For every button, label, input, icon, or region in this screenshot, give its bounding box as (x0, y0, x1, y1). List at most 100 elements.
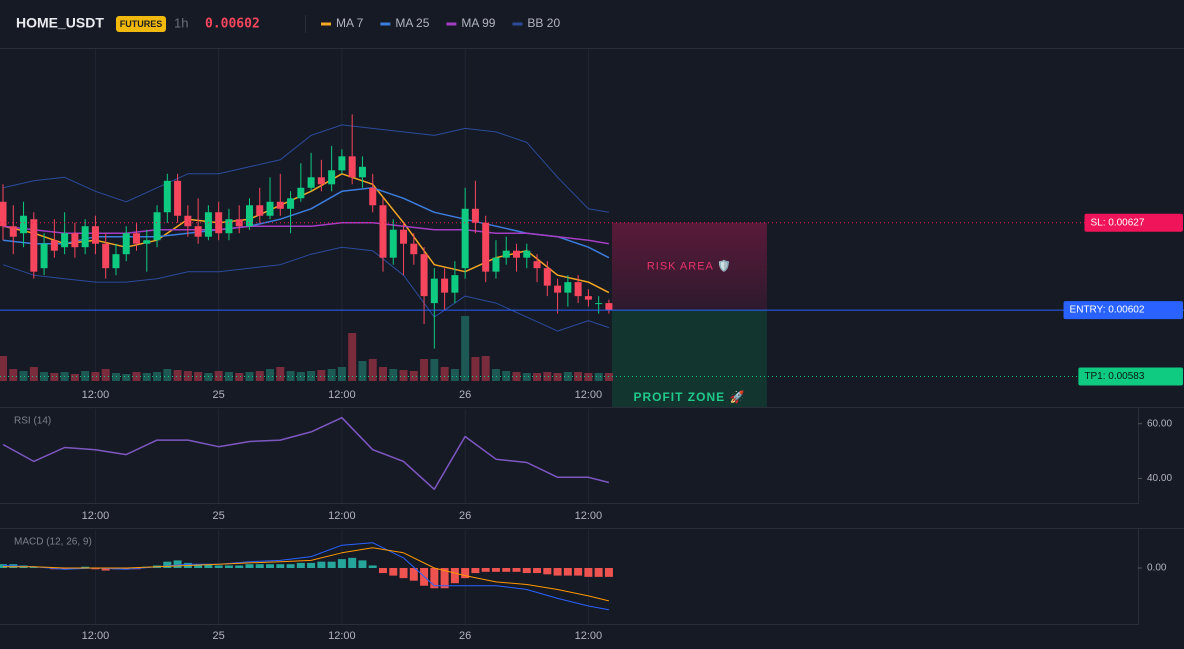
candle-body (441, 278, 449, 293)
candle-body (461, 208, 469, 269)
y-tick-label: 0.00 (1147, 563, 1167, 574)
x-tick-label: 25 (213, 630, 225, 642)
volume-bar (574, 372, 583, 381)
candle-body (0, 201, 7, 227)
x-tick-label: 12:00 (328, 510, 356, 522)
volume-bar (481, 356, 490, 381)
candle-body (102, 243, 110, 269)
macd-histogram-bar (389, 568, 398, 576)
volume-bar (194, 372, 203, 381)
macd-histogram-bar (29, 566, 38, 568)
candle-body (50, 240, 58, 251)
candle-body (348, 156, 356, 178)
candle-body (143, 240, 151, 244)
volume-bar (111, 373, 120, 381)
bb-lower (2, 246, 610, 332)
badge-bg (116, 16, 166, 32)
order-label: TP1: 0.00583 (1084, 371, 1144, 382)
x-tick-label: 26 (459, 630, 471, 642)
macd-histogram-bar (430, 568, 439, 589)
macd-histogram-bar (255, 564, 264, 568)
volume-bar (440, 367, 449, 381)
legend-label: BB 20 (527, 16, 560, 30)
macd-histogram-bar (491, 568, 500, 572)
candle-body (502, 250, 510, 258)
volume-bar (101, 369, 110, 381)
y-tick-label: 40.00 (1147, 473, 1172, 484)
legend-label: MA 25 (395, 16, 429, 30)
macd-histogram-bar (368, 565, 377, 568)
volume-bar (522, 373, 531, 381)
candle-body (91, 226, 99, 244)
volume-bar (317, 370, 326, 381)
candle-body (523, 250, 531, 258)
candle-body (584, 296, 592, 300)
macd-histogram-bar (91, 568, 100, 570)
volume-bar (173, 370, 182, 381)
x-tick-label: 12:00 (328, 630, 356, 642)
candle-body (471, 208, 479, 223)
volume-bar (266, 369, 275, 381)
macd-histogram-bar (245, 564, 254, 568)
volume-bar (420, 359, 429, 381)
volume-bar (563, 372, 572, 381)
candle-body (389, 229, 397, 258)
macd-histogram-bar (101, 568, 110, 571)
candle-body (338, 156, 346, 171)
candle-body (379, 205, 387, 258)
last-price: 0.00602 (205, 17, 260, 32)
volume-bar (533, 373, 542, 381)
volume-bar (81, 371, 90, 381)
symbol: HOME_USDT (16, 15, 104, 31)
candle-body (369, 187, 377, 206)
macd-histogram-bar (533, 568, 542, 574)
macd-histogram-bar (224, 565, 233, 568)
x-tick-label: 12:00 (575, 510, 603, 522)
macd-histogram-bar (276, 564, 285, 568)
candle-body (358, 166, 366, 178)
candle-body (400, 229, 408, 244)
volume-bar (553, 373, 562, 381)
candle-body (276, 201, 284, 209)
candle-body (492, 257, 500, 272)
order-box (1063, 301, 1183, 320)
candle-body (20, 215, 28, 234)
x-tick-label: 12:00 (575, 630, 603, 642)
volume-bar (91, 372, 100, 381)
volume-bar (70, 374, 79, 381)
macd-histogram-bar (204, 564, 213, 568)
macd-histogram-bar (307, 562, 316, 568)
candle-body (40, 243, 48, 269)
volume-bar (543, 372, 552, 381)
macd-histogram-bar (574, 568, 583, 576)
x-tick-label: 12:00 (328, 389, 356, 401)
macd-histogram-bar (399, 568, 408, 579)
candle-body (163, 180, 171, 213)
volume-bar (235, 373, 244, 381)
candle-body (605, 303, 613, 311)
candle-body (451, 275, 459, 293)
macd-histogram-bar (409, 568, 418, 581)
volume-bar (409, 371, 418, 381)
candle-body (430, 278, 438, 304)
macd-histogram-bar (163, 561, 172, 568)
candle-body (595, 303, 603, 305)
volume-bar (368, 359, 377, 381)
candle-body (317, 177, 325, 185)
macd-histogram-bar (440, 568, 449, 589)
candle-body (533, 261, 541, 269)
macd-line (3, 547, 610, 602)
macd-histogram-bar (0, 564, 7, 568)
candle-body (112, 254, 120, 269)
macd-histogram-bar (502, 568, 511, 572)
candle-body (61, 233, 69, 248)
macd-histogram-bar (317, 561, 326, 568)
x-tick-label: 26 (459, 389, 471, 401)
volume-bar (0, 356, 7, 381)
candle-body (574, 282, 582, 297)
volume-bar (122, 374, 131, 381)
candle-body (513, 250, 520, 258)
volume-bar (358, 361, 367, 381)
macd-histogram-bar (122, 568, 131, 570)
